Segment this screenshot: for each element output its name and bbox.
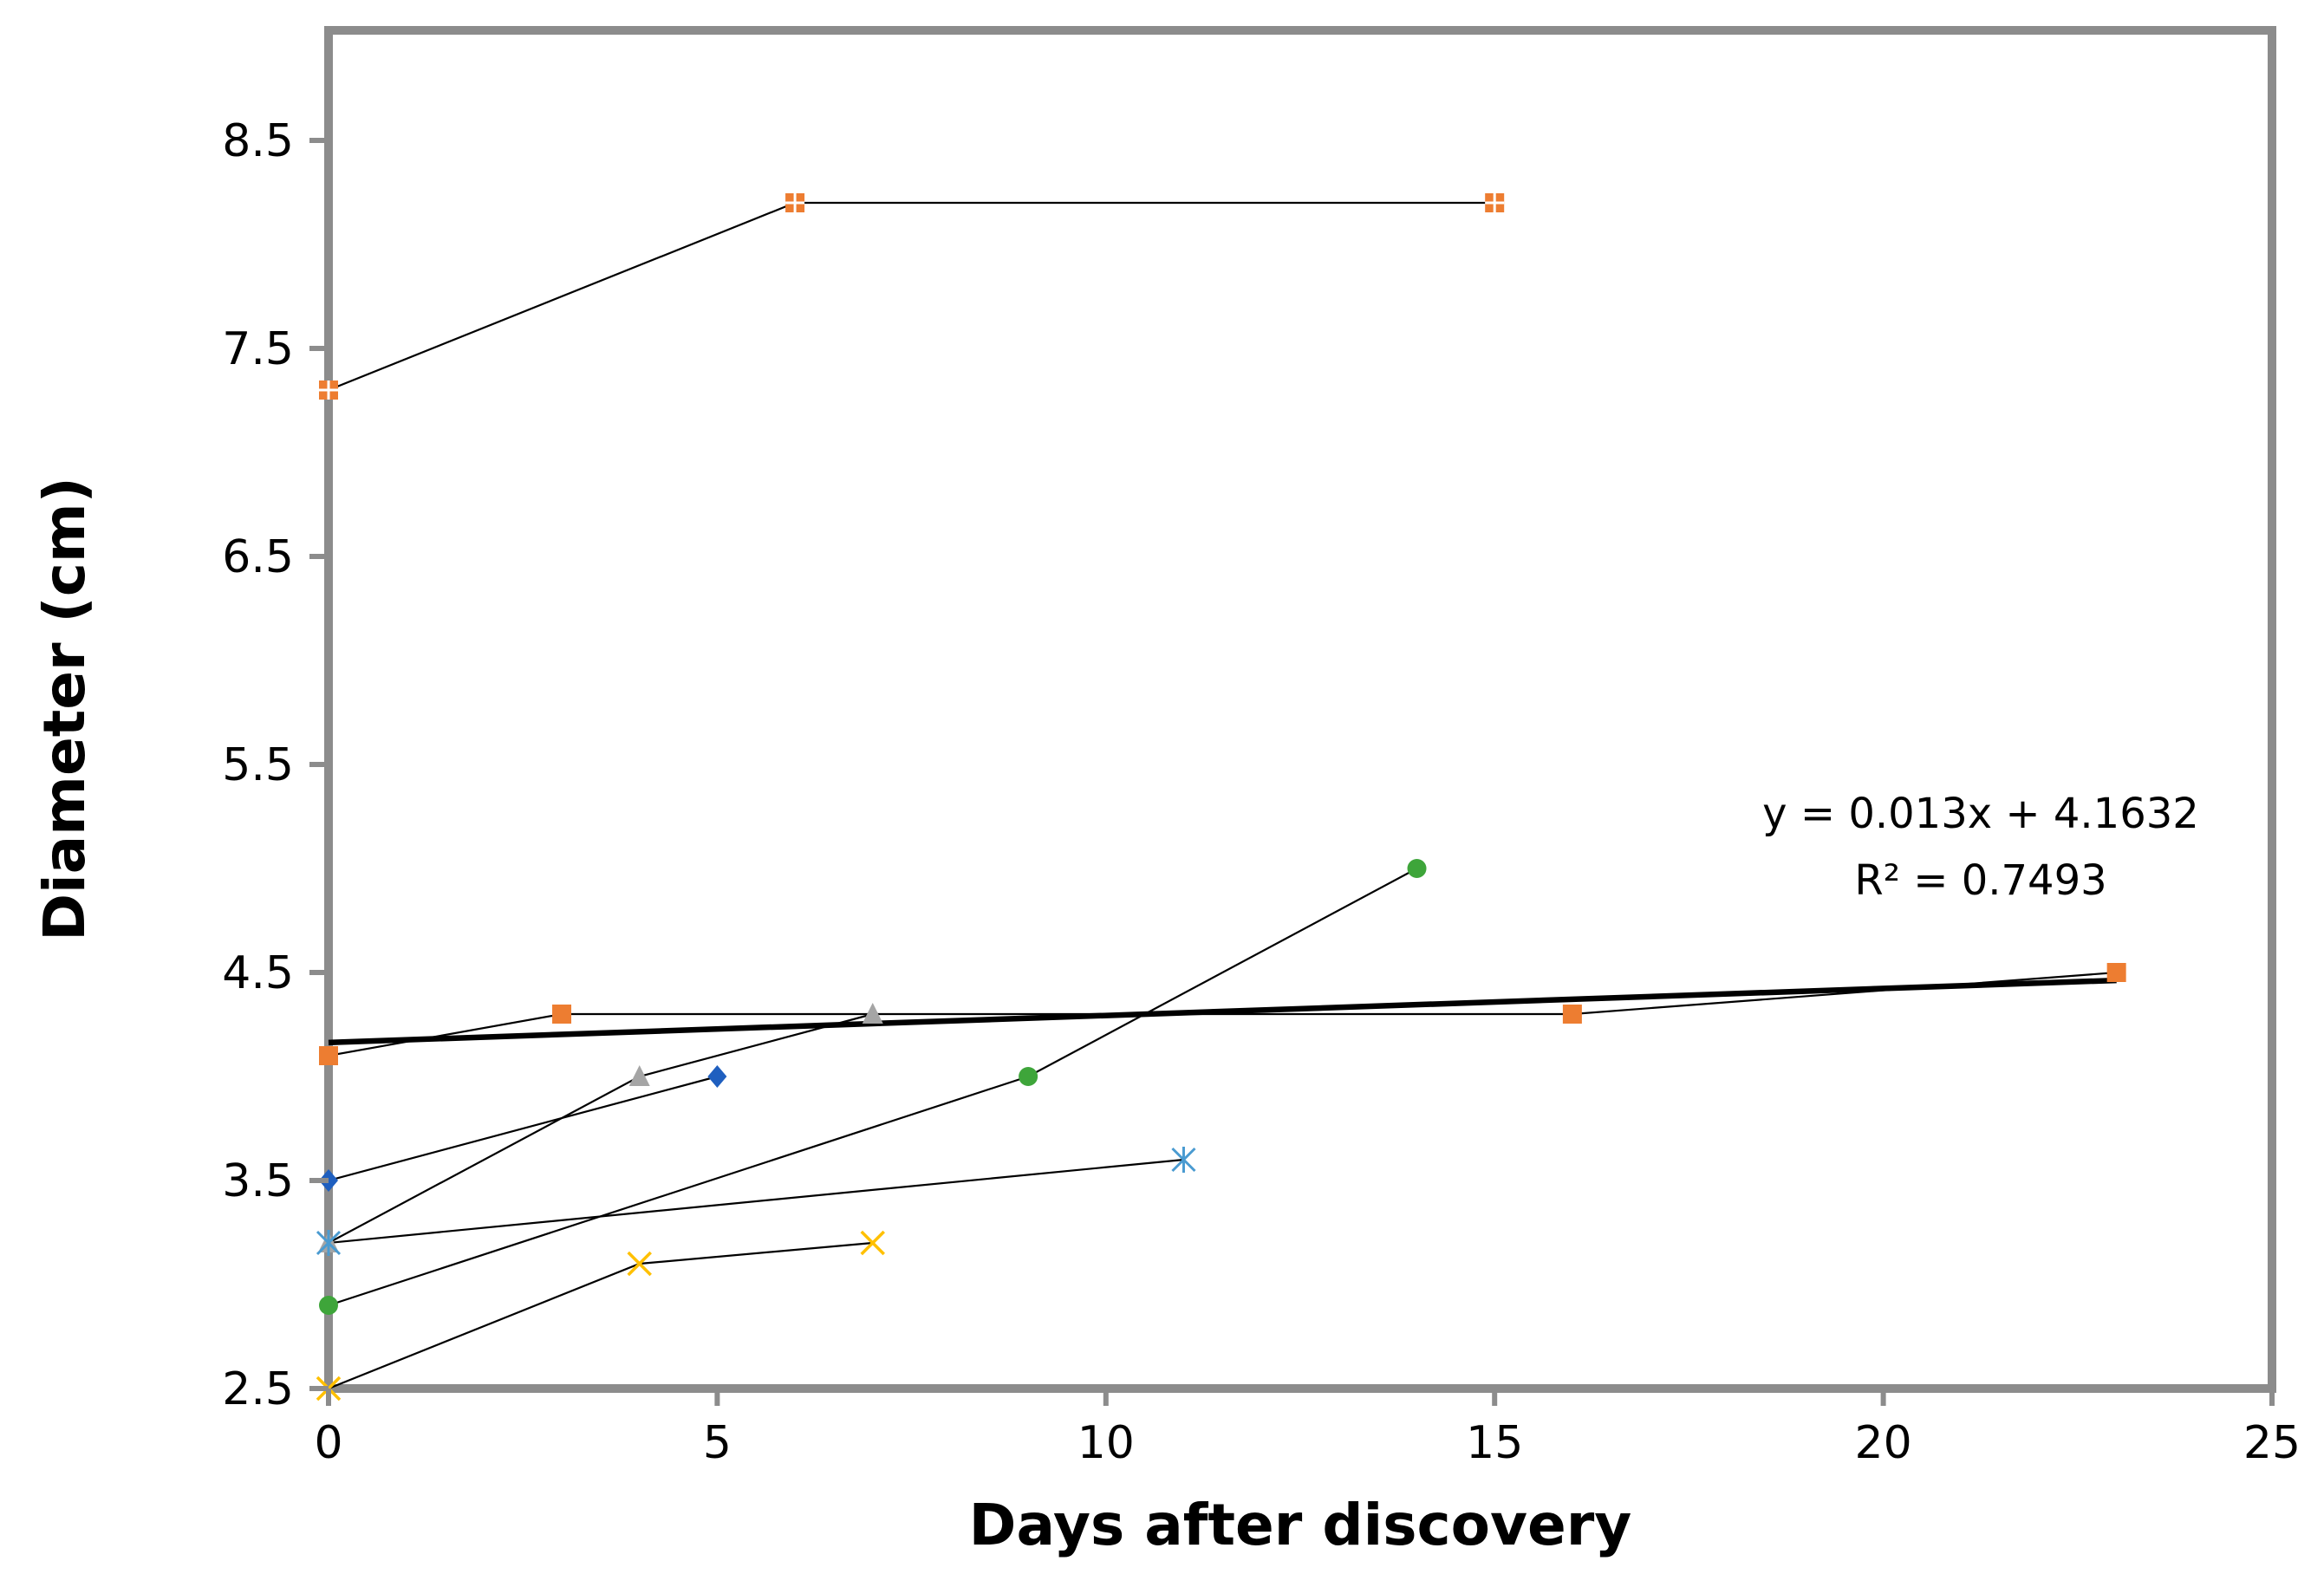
series-2-point — [552, 1005, 572, 1024]
series-2-point — [1562, 1005, 1582, 1024]
series-1-point — [707, 1065, 727, 1088]
series-5-point — [316, 1230, 342, 1256]
y-tick-label: 4.5 — [222, 947, 294, 999]
series-5-point — [1171, 1147, 1196, 1173]
x-tick-label: 15 — [1466, 1417, 1523, 1469]
x-tick-label: 5 — [703, 1417, 732, 1469]
trendline-layer — [328, 977, 2117, 1046]
x-tick-label: 25 — [2243, 1417, 2301, 1469]
series-3-point — [628, 1065, 650, 1086]
y-tick-label: 2.5 — [222, 1363, 294, 1415]
trendline-equation: y = 0.013x + 4.1632 — [1762, 790, 2199, 838]
series-3-point — [862, 1003, 883, 1024]
series-5-line — [328, 1158, 1184, 1245]
series-7-point — [1485, 193, 1505, 212]
series-6-point — [1407, 859, 1427, 878]
plot-area-frame — [324, 26, 2276, 1393]
y-tick-label: 6.5 — [222, 531, 294, 583]
series-7-point — [319, 380, 338, 400]
x-axis-title: Days after discovery — [969, 1492, 1632, 1558]
y-tick-label: 7.5 — [222, 323, 294, 375]
trendline-r-squared: R² = 0.7493 — [1854, 856, 2106, 905]
series-7-point — [785, 193, 805, 212]
series-2-point — [2106, 963, 2126, 982]
series-2-point — [319, 1046, 338, 1065]
tick-layer: 2.5 3.5 4.5 5.5 6.5 7.5 8.5 0 5 10 15 20 25 — [222, 115, 2301, 1469]
series-6-point — [319, 1296, 338, 1315]
y-tick-label: 5.5 — [222, 739, 294, 791]
x-tick-label: 10 — [1077, 1417, 1135, 1469]
y-axis-title: Diameter (cm) — [31, 477, 98, 941]
y-tick-label: 8.5 — [222, 115, 294, 167]
y-tick-label: 3.5 — [222, 1155, 294, 1207]
trendline — [328, 977, 2117, 1046]
series-1-line — [328, 1075, 718, 1182]
x-tick-label: 20 — [1855, 1417, 1912, 1469]
x-tick-label: 0 — [314, 1417, 342, 1469]
marker-layer — [316, 193, 2126, 1402]
series-4-point — [627, 1251, 652, 1277]
series-6-point — [1019, 1067, 1038, 1086]
series-4-point — [860, 1230, 885, 1256]
